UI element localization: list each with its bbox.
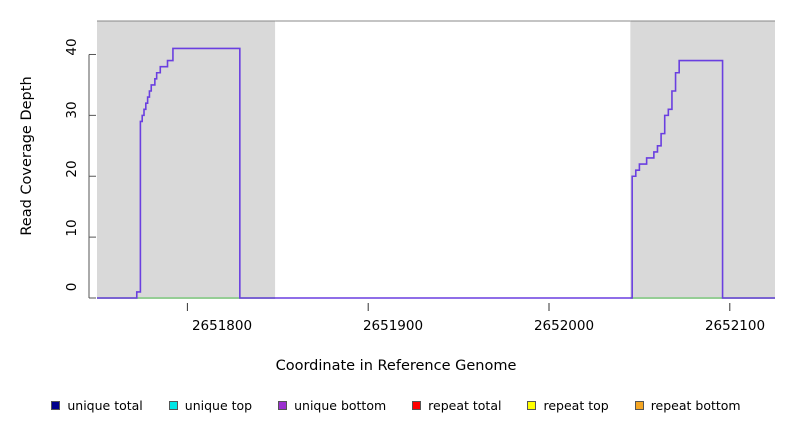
legend-label: repeat bottom: [650, 398, 741, 413]
x-tick-marks: [186, 303, 731, 311]
chart-legend: unique total unique top unique bottom repea…: [0, 398, 792, 413]
legend-item-repeat-bottom[interactable]: repeat bottom: [634, 398, 741, 413]
legend-item-unique-total[interactable]: unique total: [51, 398, 143, 413]
x-tick-label-2651900: 2651900: [362, 318, 424, 334]
legend-item-unique-bottom[interactable]: unique bottom: [278, 398, 386, 413]
repeat-band-left: [97, 21, 276, 299]
x-tick-label-2651800: 2651800: [191, 318, 253, 334]
legend-item-repeat-top[interactable]: repeat top: [527, 398, 609, 413]
legend-swatch-icon: [634, 401, 644, 410]
legend-swatch-icon: [527, 401, 537, 410]
legend-swatch-icon: [412, 401, 422, 410]
legend-swatch-icon: [51, 401, 61, 410]
legend-item-repeat-total[interactable]: repeat total: [412, 398, 501, 413]
x-axis-title: Coordinate in Reference Genome: [275, 358, 517, 374]
x-tick-label-2652100: 2652100: [704, 318, 766, 334]
legend-label: unique total: [67, 398, 143, 413]
legend-label: unique top: [184, 398, 253, 413]
series-unique-bottom: [97, 47, 775, 299]
y-tick-marks: [89, 53, 96, 299]
legend-label: repeat top: [543, 398, 609, 413]
shaded-bands: [97, 21, 775, 299]
legend-label: repeat total: [428, 398, 502, 413]
y-axis: [88, 53, 96, 299]
legend-item-unique-top[interactable]: unique top: [168, 398, 253, 413]
repeat-band-right: [630, 21, 775, 299]
legend-swatch-icon: [278, 401, 288, 410]
x-tick-label-2652000: 2652000: [533, 318, 595, 334]
legend-label: unique bottom: [294, 398, 387, 413]
legend-swatch-icon: [168, 401, 178, 410]
